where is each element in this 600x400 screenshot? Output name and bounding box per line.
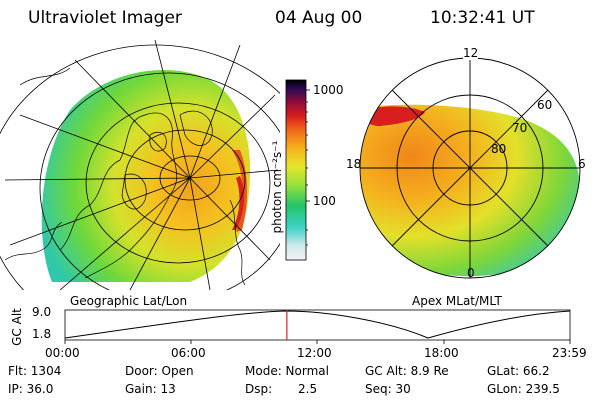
coastlines: [4, 67, 246, 286]
polar-map: [359, 57, 581, 279]
info-gain: Gain: 13: [125, 382, 176, 396]
latitude-circles: [0, 44, 280, 290]
time-tick-0000: 00:00: [45, 346, 80, 360]
longitude-lines: [4, 39, 279, 290]
altitude-ytick-high: 9.0: [32, 305, 52, 319]
colorbar: [285, 79, 307, 261]
info-seq: Seq: 30: [365, 382, 411, 396]
mlat-label-60: 60: [537, 98, 553, 112]
time-tick-0600: 06:00: [171, 346, 206, 360]
time-tick-2359: 23:59: [552, 346, 587, 360]
info-ip: IP: 36.0: [8, 382, 54, 396]
info-mode: Mode: Normal: [245, 364, 329, 378]
mlt-label-0: 0: [467, 266, 475, 280]
observation-time: 10:32:41 UT: [430, 8, 535, 28]
colorbar-unit-label: photon cm⁻²s⁻¹: [270, 140, 284, 234]
altitude-ytick-low: 1.8: [32, 327, 52, 341]
right-auroral-image: [360, 104, 580, 277]
mlat-label-70: 70: [512, 121, 528, 135]
colorbar-tick-100: 100: [313, 194, 336, 208]
time-tick-1200: 12:00: [297, 346, 332, 360]
info-door: Door: Open: [125, 364, 194, 378]
info-glon: GLon: 239.5: [487, 382, 560, 396]
time-tick-1800: 18:00: [424, 346, 459, 360]
left-panel-caption: Geographic Lat/Lon: [70, 294, 188, 308]
right-auroral-red-band: [362, 106, 425, 126]
mlt-label-18: 18: [346, 157, 362, 171]
info-gc-alt: GC Alt: 8.9 Re: [365, 364, 449, 378]
right-panel-caption: Apex MLat/MLT: [412, 294, 502, 308]
info-dsp-label: Dsp:: [245, 382, 273, 396]
mlat-label-80: 80: [491, 142, 507, 156]
info-glat: GLat: 66.2: [487, 364, 550, 378]
altitude-plot: [64, 309, 571, 344]
instrument-title: Ultraviolet Imager: [28, 8, 182, 28]
observation-date: 04 Aug 00: [275, 8, 363, 28]
info-dsp-value: 2.5: [298, 382, 318, 396]
colorbar-ticks: [306, 89, 310, 246]
left-auroral-edge: [232, 150, 248, 232]
altitude-ylabel: GC Alt: [10, 308, 24, 346]
left-auroral-edge-red: [232, 176, 245, 230]
mlt-label-12: 12: [463, 46, 479, 60]
colorbar-tick-1000: 1000: [313, 83, 344, 97]
info-flight: Flt: 1304: [8, 364, 62, 378]
mlt-label-6: 6: [578, 157, 586, 171]
geographic-map: [0, 39, 280, 290]
